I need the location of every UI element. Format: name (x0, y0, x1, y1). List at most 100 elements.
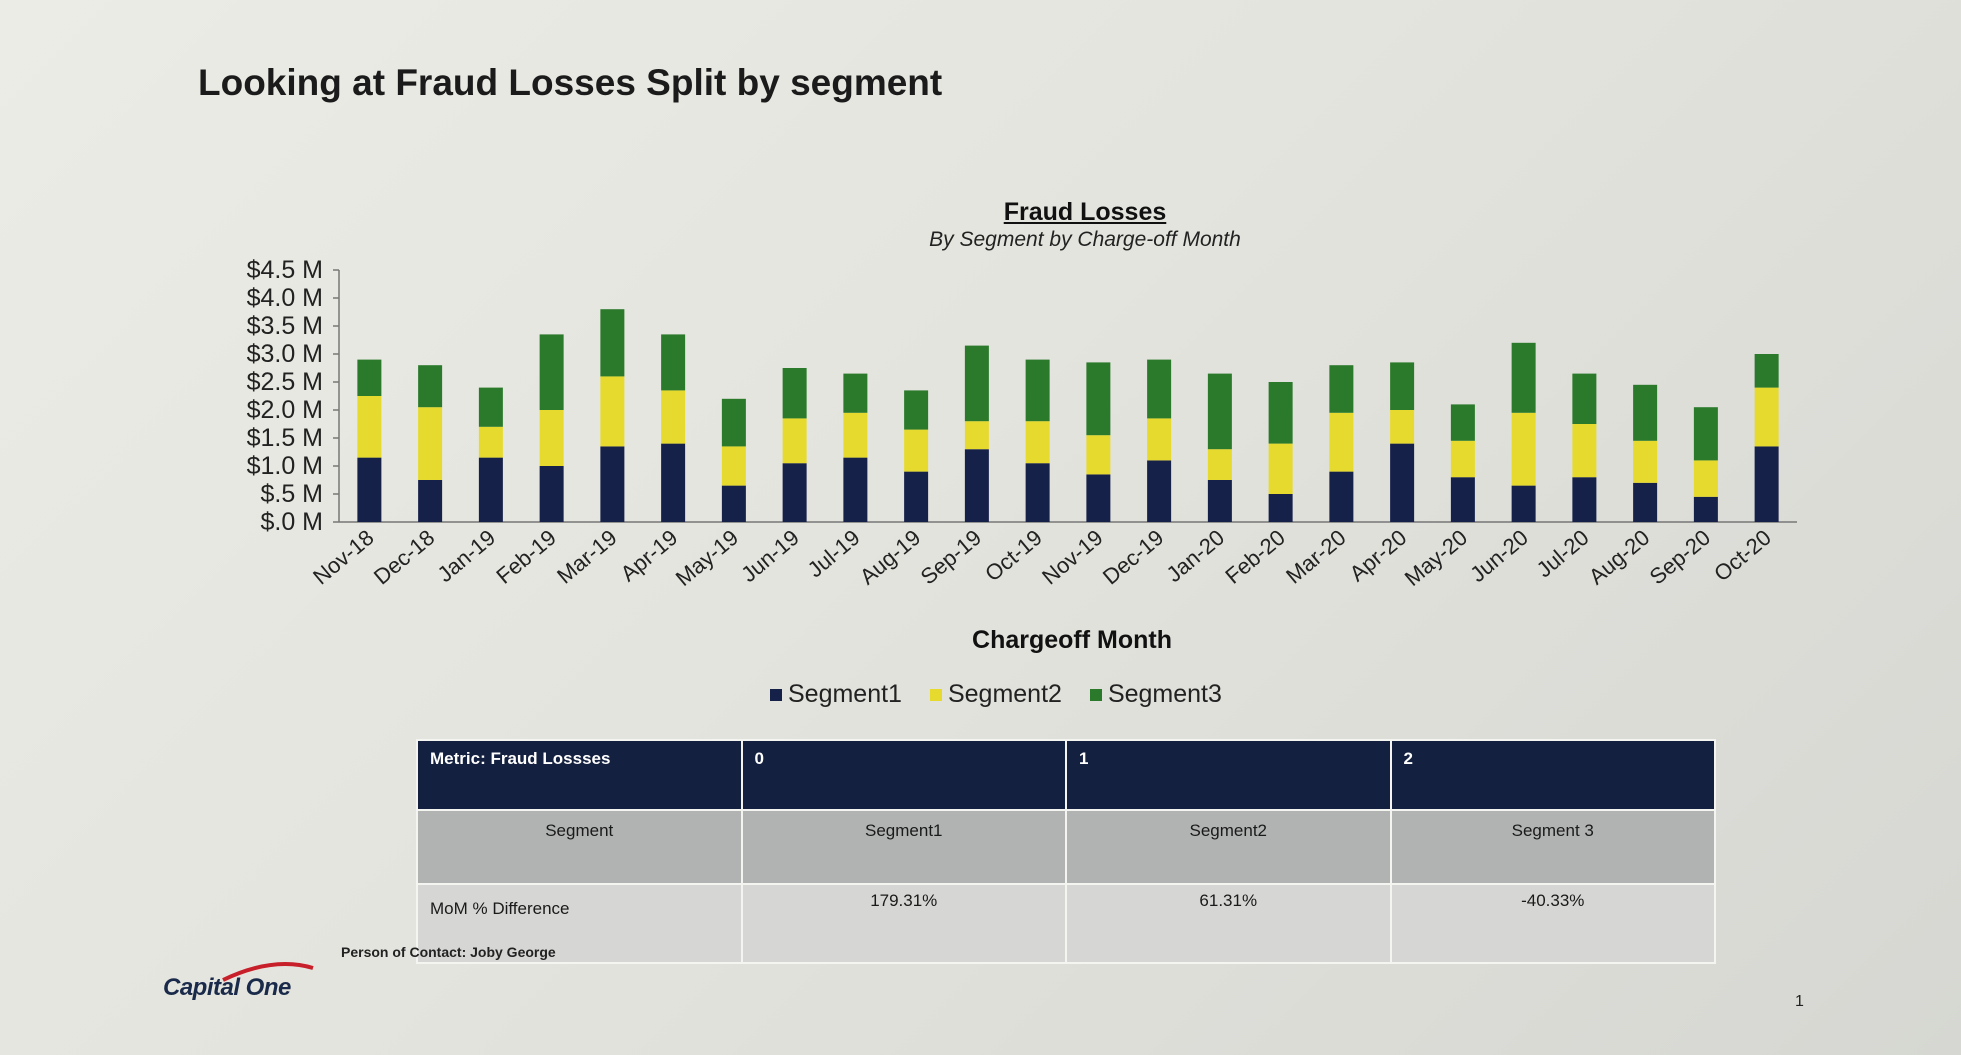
chart-title: Fraud Losses (1003, 198, 1167, 226)
table-header-col-2: 2 (1389, 739, 1716, 811)
bar-segment3-jun-20 (1511, 342, 1536, 413)
x-tick-label: Feb-20 (1220, 525, 1289, 589)
x-tick-label: Sep-19 (916, 525, 986, 590)
bar-segment2-jan-20 (1207, 449, 1232, 480)
bar-segment1-nov-19 (1086, 474, 1111, 522)
y-tick-label: $1.5 M (247, 424, 323, 452)
logo-swoosh-icon (222, 962, 314, 982)
y-tick-label: $1.0 M (247, 452, 323, 480)
bar-segment3-mar-20 (1329, 365, 1354, 413)
y-tick-label: $.5 M (260, 480, 323, 508)
bar-segment3-jun-19 (782, 368, 807, 419)
bar-segment3-sep-20 (1693, 407, 1718, 461)
bar-segment1-nov-18 (357, 457, 382, 522)
bar-segment3-may-20 (1450, 404, 1475, 441)
x-tick-label: Jul-19 (803, 525, 865, 583)
bar-segment2-jun-20 (1511, 412, 1536, 486)
bar-segment3-apr-19 (661, 334, 686, 391)
bar-segment3-jul-20 (1572, 373, 1597, 424)
bar-segment2-apr-20 (1390, 410, 1415, 444)
bar-segment3-may-19 (721, 398, 746, 447)
bar-segment3-jan-19 (478, 387, 503, 427)
bar-segment1-may-19 (721, 485, 746, 522)
table-header-metric: Metric: Fraud Lossses (416, 739, 743, 811)
bar-segment2-nov-19 (1086, 435, 1111, 475)
metric-table: Metric: Fraud Lossses 0 1 2 Segment Segm… (416, 739, 1716, 964)
x-tick-label: Jan-20 (1161, 525, 1229, 587)
bar-segment1-aug-19 (904, 471, 929, 522)
table-header-col-0: 0 (740, 739, 1067, 811)
bar-segment1-apr-19 (661, 443, 686, 522)
contact-note: Person of Contact: Joby George (341, 944, 556, 960)
x-tick-label: Oct-19 (980, 525, 1047, 587)
bar-segment2-feb-20 (1268, 443, 1293, 494)
legend-item-segment1: Segment1 (770, 680, 902, 709)
bar-segment3-feb-20 (1268, 382, 1293, 444)
x-axis-title: Chargeoff Month (972, 626, 1172, 654)
bar-segment3-feb-19 (539, 334, 564, 410)
chart-subtitle: By Segment by Charge-off Month (929, 228, 1241, 251)
y-tick-label: $4.0 M (247, 284, 323, 312)
bar-segment2-nov-18 (357, 396, 382, 458)
bar-segment1-jun-19 (782, 463, 807, 522)
x-tick-label: Mar-19 (552, 525, 621, 589)
bar-segment2-apr-19 (661, 390, 686, 444)
page-number: 1 (1795, 993, 1804, 1010)
bar-segment3-dec-19 (1147, 359, 1172, 419)
x-tick-label: Dec-18 (369, 525, 439, 590)
bar-segment1-jun-20 (1511, 485, 1536, 522)
chart-legend: Segment1 Segment2 Segment3 (770, 680, 1222, 709)
bar-segment1-dec-19 (1147, 460, 1172, 522)
bar-segment2-sep-20 (1693, 460, 1718, 497)
bar-segment1-jan-20 (1207, 480, 1232, 522)
bar-segment2-dec-18 (418, 407, 443, 480)
x-tick-label: Apr-19 (616, 525, 683, 587)
x-tick-label: Mar-20 (1281, 525, 1350, 589)
capital-one-logo: Capital One (163, 958, 323, 1008)
bar-segment3-mar-19 (600, 309, 625, 377)
bar-segment1-oct-19 (1025, 463, 1050, 522)
bar-segment2-jul-19 (843, 412, 868, 458)
legend-swatch-segment3 (1089, 688, 1102, 701)
bar-segment2-oct-19 (1025, 421, 1050, 464)
legend-label-segment3: Segment3 (1107, 680, 1222, 708)
bar-segment1-jan-19 (478, 457, 503, 522)
bar-segment3-dec-18 (418, 365, 443, 408)
legend-swatch-segment2 (929, 688, 942, 701)
table-segment-row: Segment Segment1 Segment2 Segment 3 (416, 809, 1716, 885)
bar-segment3-sep-19 (964, 345, 989, 422)
bar-segment3-aug-20 (1633, 384, 1658, 441)
table-cell-segment2: Segment2 (1065, 809, 1392, 885)
legend-item-segment2: Segment2 (929, 680, 1062, 709)
bar-segment2-may-19 (721, 446, 746, 486)
bar-segment3-apr-20 (1390, 362, 1415, 410)
bar-segment2-oct-20 (1754, 387, 1779, 447)
bar-segment3-aug-19 (904, 390, 929, 430)
table-cell-segment1: Segment1 (740, 809, 1067, 885)
y-tick-label: $2.0 M (247, 396, 323, 424)
page-title: Looking at Fraud Losses Split by segment (198, 62, 943, 103)
x-tick-label: Oct-20 (1709, 525, 1776, 587)
x-tick-label: May-19 (671, 525, 743, 591)
y-tick-label: $4.5 M (247, 256, 323, 284)
x-tick-label: May-20 (1400, 525, 1472, 591)
x-tick-label: Feb-19 (491, 525, 560, 589)
x-tick-label: Jun-19 (736, 525, 804, 587)
y-tick-label: $.0 M (260, 508, 323, 536)
bar-segment3-nov-18 (357, 359, 382, 396)
table-cell-segment3: Segment 3 (1389, 809, 1716, 885)
bar-segment1-aug-20 (1633, 482, 1658, 522)
bar-segment2-may-20 (1450, 440, 1475, 478)
bar-segment1-feb-20 (1268, 494, 1293, 522)
x-tick-label: Jan-19 (432, 525, 500, 587)
bar-segment1-dec-18 (418, 480, 443, 522)
table-header-row: Metric: Fraud Lossses 0 1 2 (416, 739, 1716, 811)
table-cell-mom-label: MoM % Difference (416, 883, 743, 964)
legend-label-segment2: Segment2 (947, 680, 1062, 708)
bar-segment2-sep-19 (964, 421, 989, 450)
x-tick-label: Aug-20 (1584, 525, 1654, 590)
y-tick-label: $3.5 M (247, 312, 323, 340)
x-tick-label: Apr-20 (1345, 525, 1412, 587)
bar-segment3-oct-19 (1025, 359, 1050, 422)
table-header-col-1: 1 (1065, 739, 1392, 811)
